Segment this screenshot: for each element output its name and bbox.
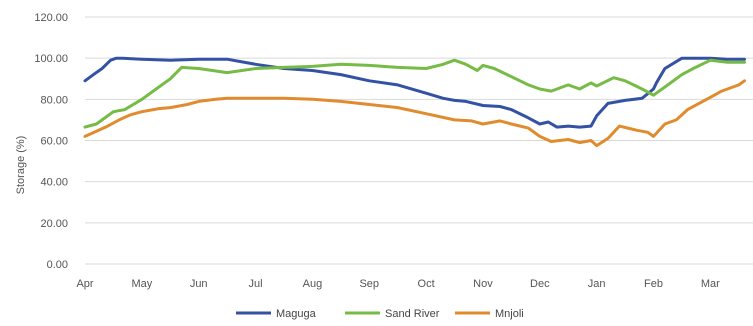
x-tick-label: Aug bbox=[303, 278, 323, 290]
series-line-maguga bbox=[83, 56, 746, 129]
legend-label: Sand River bbox=[385, 308, 440, 320]
x-tick-label: Jun bbox=[190, 278, 208, 290]
series-line-sand-river bbox=[83, 58, 746, 129]
gridlines bbox=[85, 16, 753, 265]
y-axis-ticks: 0.00 20.00 40.00 60.00 80.00 100.00 120.00 bbox=[34, 12, 68, 271]
x-tick-label: Feb bbox=[644, 278, 663, 290]
x-tick-label: Dec bbox=[530, 278, 550, 290]
x-tick-label: Oct bbox=[418, 278, 435, 290]
x-tick-label: Apr bbox=[76, 278, 93, 290]
y-tick-label: 20.00 bbox=[40, 218, 68, 230]
x-tick-label: Sep bbox=[359, 278, 379, 290]
series-line-mnjoli bbox=[83, 79, 746, 148]
y-tick-label: 100.00 bbox=[34, 53, 68, 65]
x-tick-label: Mar bbox=[701, 278, 720, 290]
y-tick-label: 40.00 bbox=[40, 177, 68, 189]
y-axis-title: Storage (%) bbox=[15, 136, 27, 195]
legend-label: Maguga bbox=[276, 308, 317, 320]
x-axis-ticks: Apr May Jun Jul Aug Sep Oct Nov Dec Jan Feb Mar bbox=[76, 278, 720, 290]
y-tick-label: 120.00 bbox=[34, 12, 68, 24]
x-tick-label: Nov bbox=[473, 278, 493, 290]
x-tick-label: May bbox=[131, 278, 152, 290]
x-tick-label: Jan bbox=[588, 278, 606, 290]
x-tick-label: Jul bbox=[249, 278, 263, 290]
series-lines bbox=[83, 56, 746, 148]
y-tick-label: 0.00 bbox=[47, 259, 68, 271]
y-tick-label: 60.00 bbox=[40, 136, 68, 148]
legend: Maguga Sand River Mnjoli bbox=[236, 308, 524, 320]
legend-label: Mnjoli bbox=[495, 308, 524, 320]
y-tick-label: 80.00 bbox=[40, 94, 68, 106]
